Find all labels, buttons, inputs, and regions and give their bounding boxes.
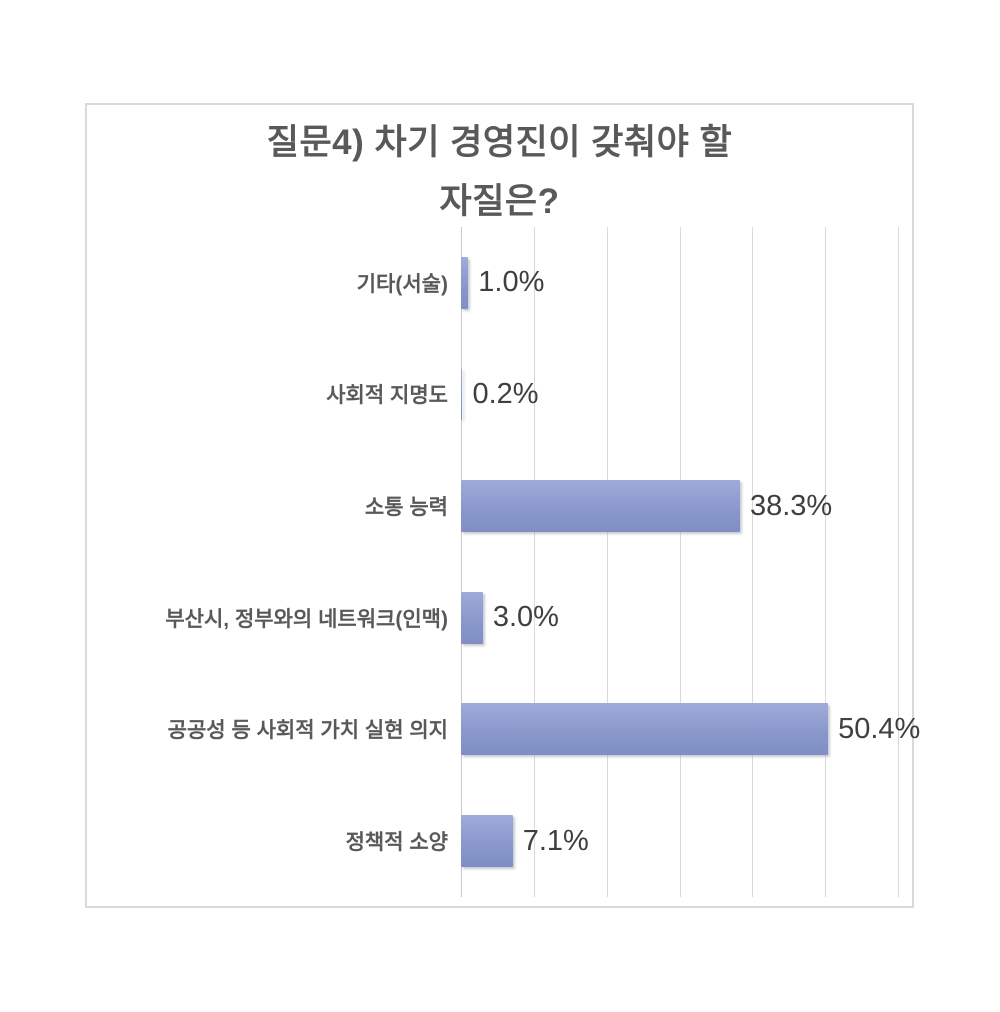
chart-row: 사회적 지명도 0.2%	[326, 339, 898, 451]
category-label: 사회적 지명도	[326, 384, 448, 408]
x-gridline	[752, 227, 754, 897]
category-label: 소통 능력	[364, 496, 448, 520]
x-gridline	[679, 227, 681, 897]
chart-row: 소통 능력 38.3%	[365, 450, 898, 562]
bar	[461, 256, 469, 309]
x-gridline	[533, 227, 535, 897]
chart-container: 질문4) 차기 경영진이 갖춰야 할 자질은? 기타(서술) 1.0% 사회적 지명…	[85, 103, 920, 908]
bar	[461, 480, 740, 533]
bar	[461, 368, 463, 421]
bar	[461, 815, 513, 868]
category-label: 공공성 등 사회적 가치 실현 의지	[167, 719, 448, 743]
chart-title-line-2: 자질은?	[439, 182, 560, 221]
x-gridline	[898, 227, 899, 897]
value-label: 7.1%	[522, 824, 589, 857]
category-label: 정책적 소양	[345, 831, 448, 855]
y-axis-line	[461, 227, 462, 897]
bar	[461, 703, 829, 756]
x-gridline	[825, 227, 827, 897]
value-label: 50.4%	[838, 712, 921, 745]
chart-row: 정책적 소양 7.1%	[346, 785, 898, 897]
value-label: 1.0%	[478, 266, 545, 299]
category-label: 부산시, 정부와의 네트워크(인맥)	[165, 607, 448, 631]
chart-row: 기타(서술) 1.0%	[357, 227, 898, 339]
chart-row: 부산시, 정부와의 네트워크(인맥) 3.0%	[165, 562, 898, 674]
bar	[461, 591, 483, 644]
value-label: 0.2%	[472, 377, 539, 410]
category-label: 기타(서술)	[356, 272, 448, 296]
plot-area: 기타(서술) 1.0% 사회적 지명도 0.2% 소통 능력 38.3% 부산시, 정부와의…	[165, 227, 920, 897]
chart-title: 질문4) 차기 경영진이 갖춰야 할 자질은?	[87, 113, 912, 231]
chart-row: 공공성 등 사회적 가치 실현 의지 50.4%	[168, 674, 920, 786]
x-gridline	[606, 227, 608, 897]
value-label: 3.0%	[492, 601, 559, 634]
value-label: 38.3%	[749, 489, 833, 522]
chart-title-line-1: 질문4) 차기 경영진이 갖춰야 할	[266, 123, 733, 162]
